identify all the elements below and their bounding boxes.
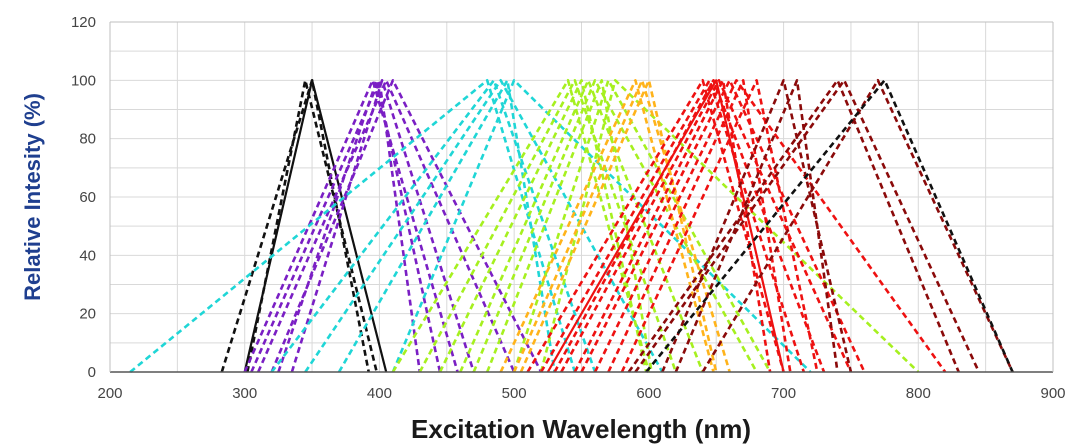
series-line-14 xyxy=(391,79,812,373)
series-line-34 xyxy=(607,79,792,373)
x-tick-label: 700 xyxy=(771,385,796,402)
series-line-16 xyxy=(418,79,678,373)
series-line-41 xyxy=(645,79,1014,373)
y-tick-label: 20 xyxy=(79,306,96,323)
series-line-27 xyxy=(539,79,806,373)
series-line-35 xyxy=(620,79,819,373)
series-line-2 xyxy=(243,79,388,373)
x-tick-label: 300 xyxy=(232,385,257,402)
series-line-15 xyxy=(391,79,651,373)
x-tick-label: 900 xyxy=(1040,385,1065,402)
series-line-33 xyxy=(593,79,947,373)
series-line-21 xyxy=(512,79,772,373)
series-layer xyxy=(129,79,1014,374)
y-axis-title: Relative Intesity (%) xyxy=(20,93,45,301)
series-line-11 xyxy=(270,79,597,373)
series-line-26 xyxy=(526,79,785,373)
series-line-13 xyxy=(337,79,556,373)
x-tick-label: 200 xyxy=(97,385,122,402)
y-tick-label: 100 xyxy=(71,72,96,89)
series-line-39 xyxy=(674,79,839,373)
series-line-40 xyxy=(701,79,1014,373)
x-tick-label: 600 xyxy=(636,385,661,402)
series-line-9 xyxy=(290,79,475,373)
series-line-24 xyxy=(512,79,731,373)
series-line-5 xyxy=(250,79,422,373)
series-line-37 xyxy=(634,79,981,373)
y-tick-label: 0 xyxy=(88,364,96,381)
series-line-32 xyxy=(580,79,866,373)
series-line-31 xyxy=(573,79,772,373)
x-tick-label: 800 xyxy=(906,385,931,402)
x-axis-title: Excitation Wavelength (nm) xyxy=(411,414,751,444)
series-line-19 xyxy=(472,79,758,373)
x-tick-label: 500 xyxy=(502,385,527,402)
series-line-38 xyxy=(661,79,853,373)
series-line-29 xyxy=(553,79,826,373)
series-line-8 xyxy=(277,79,442,373)
series-line-4 xyxy=(243,79,459,373)
y-tick-label: 40 xyxy=(79,247,96,264)
y-tick-label: 60 xyxy=(79,189,96,206)
series-line-20 xyxy=(485,79,653,373)
x-tick-label: 400 xyxy=(367,385,392,402)
y-tick-label: 120 xyxy=(71,14,96,31)
y-tick-label: 80 xyxy=(79,131,96,148)
series-line-30 xyxy=(560,79,853,373)
series-line-17 xyxy=(438,79,648,373)
series-line-23 xyxy=(499,79,715,373)
axes xyxy=(109,21,1054,373)
tick-labels: 200 300 400 500 600 700 800 900 0 20 40 60 80 100 120 xyxy=(71,14,1066,402)
series-line-22 xyxy=(539,79,920,373)
